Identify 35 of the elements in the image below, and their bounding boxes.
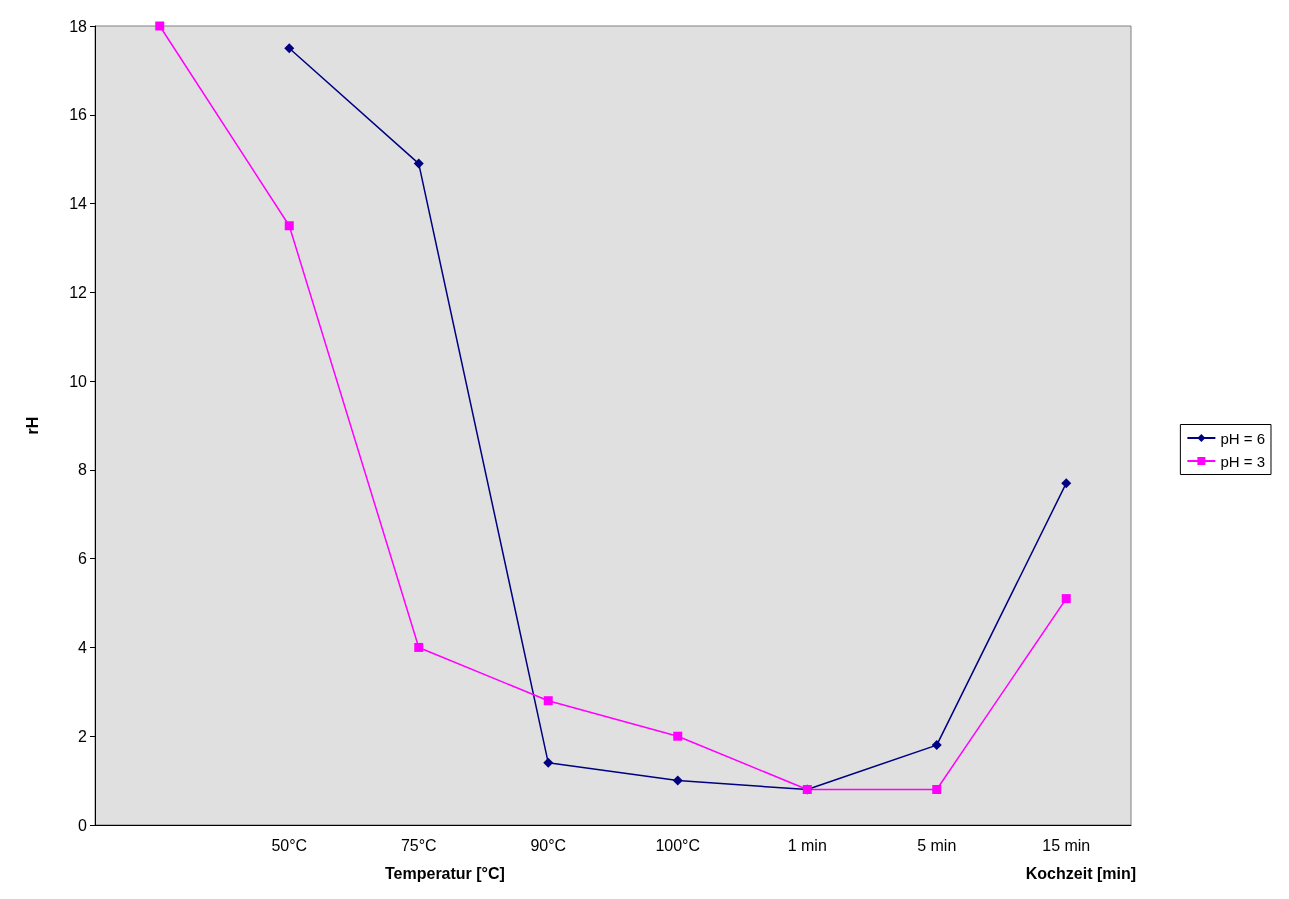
y-tick-label: 12: [69, 283, 88, 301]
y-tick-label: 6: [78, 550, 88, 568]
point: [673, 731, 683, 741]
y-tick-label: 14: [69, 195, 88, 213]
x-tick-label: 15 min: [1042, 836, 1091, 854]
x-tick-label: 50°C: [271, 836, 308, 854]
legend-label: pH = 3: [1220, 452, 1266, 470]
y-tick-label: 8: [78, 461, 88, 479]
legend-label: pH = 6: [1220, 429, 1266, 447]
point: [932, 784, 942, 794]
point: [413, 158, 424, 169]
y-axis-title: rH: [23, 416, 41, 435]
point: [284, 43, 295, 54]
point: [155, 21, 165, 31]
y-tick-label: 16: [69, 106, 88, 124]
x-tick-label: 5 min: [917, 836, 957, 854]
y-tick-label: 4: [78, 638, 88, 656]
y-tick-label: 10: [69, 372, 88, 390]
y-tick-label: 0: [78, 816, 88, 834]
point: [414, 642, 424, 652]
x-tick-label: 100°C: [655, 836, 701, 854]
x-tick-label: 90°C: [530, 836, 567, 854]
point: [543, 757, 554, 768]
point: [1061, 478, 1072, 489]
x-tick-label: 1 min: [787, 836, 827, 854]
point: [1061, 594, 1071, 604]
point: [543, 696, 553, 706]
x-tick-label: 75°C: [400, 836, 437, 854]
y-tick-label: 18: [69, 17, 88, 35]
text: Kochzeit [min]: [1025, 864, 1136, 882]
x-axis-title: Temperatur [°C]: [385, 864, 505, 882]
point: [931, 740, 942, 751]
point: [672, 775, 683, 786]
y-tick-label: 2: [78, 727, 88, 745]
point: [284, 221, 294, 231]
